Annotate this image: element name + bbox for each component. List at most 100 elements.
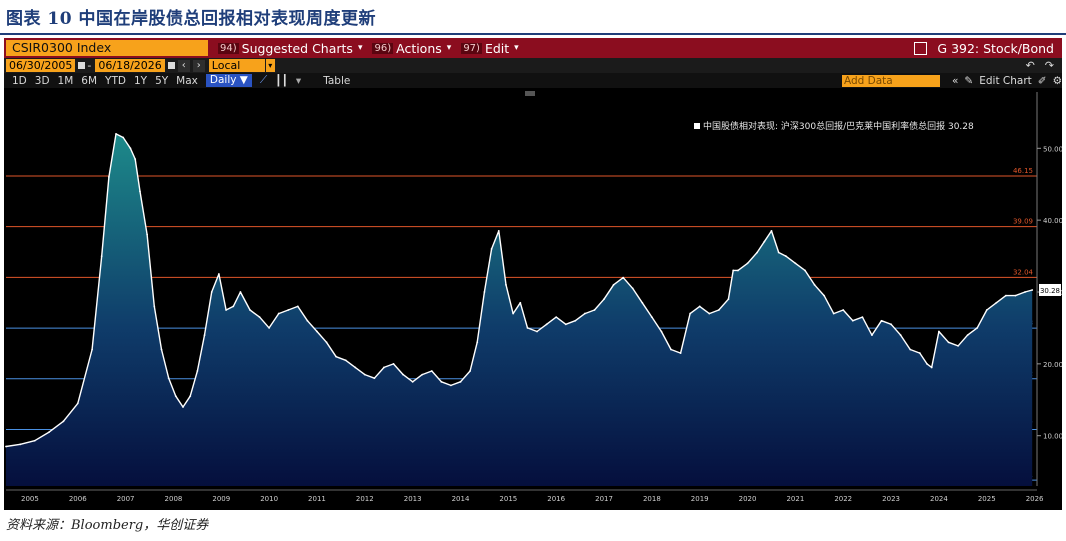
ticker-field[interactable]: CSIR0300 Index — [6, 40, 208, 56]
data-point — [76, 402, 79, 405]
collapse-icon[interactable]: « — [951, 74, 959, 87]
y-tick-label: 40.00 — [1043, 217, 1062, 225]
data-point — [344, 359, 347, 362]
data-point — [545, 323, 548, 326]
last-value-tag — [1039, 283, 1061, 296]
data-point — [402, 373, 404, 376]
x-tick-label: 2014 — [452, 495, 470, 503]
data-point — [842, 309, 845, 311]
data-point — [189, 395, 192, 398]
data-point — [918, 352, 921, 354]
data-point — [536, 330, 538, 333]
line-chart-icon[interactable]: ⟋ — [259, 74, 268, 86]
data-point — [483, 291, 486, 293]
currency-select[interactable]: Local CCY — [208, 59, 265, 85]
x-tick-label: 2017 — [595, 495, 613, 503]
edit-chart-button[interactable]: Edit Chart — [979, 74, 1032, 87]
redo-icon[interactable]: ↷ — [1044, 59, 1054, 72]
pencil-icon[interactable]: ✎ — [964, 74, 974, 87]
caret-down-icon[interactable]: ▾ — [265, 59, 275, 72]
data-point — [737, 269, 739, 272]
x-tick-label: 2016 — [547, 495, 565, 503]
data-point — [985, 309, 988, 311]
area-series — [5, 133, 1034, 486]
table-button[interactable]: Table — [323, 74, 351, 87]
data-point — [899, 334, 902, 337]
menu-label: Edit — [484, 40, 510, 56]
annotate-icon[interactable]: ✐ — [1037, 74, 1047, 87]
x-tick-label: 2006 — [69, 495, 87, 503]
range-button[interactable]: 5Y — [155, 74, 169, 87]
range-button[interactable]: 1D — [12, 74, 27, 87]
x-tick-label: 2024 — [930, 495, 948, 503]
x-tick-label: 2021 — [786, 495, 804, 503]
menu-actions[interactable]: 96) Actions ▾ — [372, 41, 451, 56]
drag-handle-icon[interactable] — [525, 91, 535, 96]
data-point — [832, 312, 835, 315]
data-point — [957, 344, 959, 347]
data-point — [167, 377, 170, 380]
data-point — [100, 255, 103, 257]
data-point — [823, 294, 826, 297]
data-point — [926, 362, 928, 365]
bar-chart-icon[interactable]: ┃┃ — [275, 74, 288, 87]
title-rule — [0, 33, 1066, 35]
x-axis: 2005 2006 2007 2008 2009 2010 2011 2012 2013 2014… — [6, 489, 1044, 503]
range-button[interactable]: 1Y — [133, 74, 148, 87]
start-date-field[interactable]: 06/30/2005 — [6, 59, 76, 72]
frequency-select[interactable]: Daily ▼ — [205, 74, 252, 87]
data-point — [129, 147, 132, 150]
data-point — [239, 291, 242, 293]
range-button[interactable]: 3D — [34, 74, 50, 87]
data-point — [19, 443, 22, 446]
x-tick-label: 2010 — [260, 495, 278, 503]
data-point — [160, 348, 163, 351]
data-point — [1005, 294, 1007, 297]
data-point — [459, 380, 462, 383]
x-tick-label: 2012 — [356, 495, 374, 503]
chevron-left-icon[interactable]: ‹ — [177, 59, 190, 72]
add-data-input[interactable]: Add Data — [841, 74, 940, 87]
caret-down-icon[interactable]: ▾ — [295, 74, 302, 87]
menu-suggested-charts[interactable]: 94) Suggested Charts ▾ — [218, 41, 362, 56]
data-point — [33, 439, 36, 442]
calendar-icon[interactable] — [78, 62, 86, 69]
y-tick-label: 10.00 — [1043, 433, 1062, 441]
data-point — [217, 273, 220, 275]
data-point — [784, 255, 787, 257]
data-point — [325, 341, 328, 344]
undo-icon[interactable]: ↶ — [1025, 59, 1035, 72]
external-link-icon[interactable] — [914, 41, 928, 55]
data-point — [430, 370, 433, 372]
range-button[interactable]: Max — [176, 74, 198, 87]
x-tick-label: 2023 — [882, 495, 900, 503]
y-tick-label: 50.00 — [1043, 145, 1062, 153]
range-button[interactable]: YTD — [105, 74, 126, 87]
menu-edit[interactable]: 97) Edit ▾ — [461, 40, 519, 56]
x-tick-label: 2019 — [691, 495, 709, 503]
data-point — [306, 319, 309, 322]
data-point — [732, 269, 735, 272]
data-point — [277, 312, 280, 315]
calendar-icon[interactable] — [167, 62, 175, 69]
data-point — [268, 327, 271, 329]
data-point — [153, 305, 156, 308]
data-point — [287, 309, 290, 311]
data-point — [947, 341, 950, 344]
legend-swatch — [694, 123, 700, 129]
gear-icon[interactable]: ⚙ — [1052, 74, 1062, 87]
data-point — [249, 309, 251, 311]
data-point — [383, 366, 385, 369]
range-button[interactable]: 6M — [81, 74, 98, 87]
data-point — [469, 370, 471, 372]
end-date-field[interactable]: 06/18/2026 — [95, 59, 165, 72]
data-point — [91, 348, 94, 351]
data-point — [871, 334, 873, 337]
chevron-right-icon[interactable]: › — [192, 59, 205, 72]
data-point — [139, 190, 141, 193]
data-point — [316, 330, 318, 333]
series-line — [5, 133, 1033, 448]
x-tick-label: 2005 — [21, 495, 39, 503]
range-button[interactable]: 1M — [57, 74, 74, 87]
